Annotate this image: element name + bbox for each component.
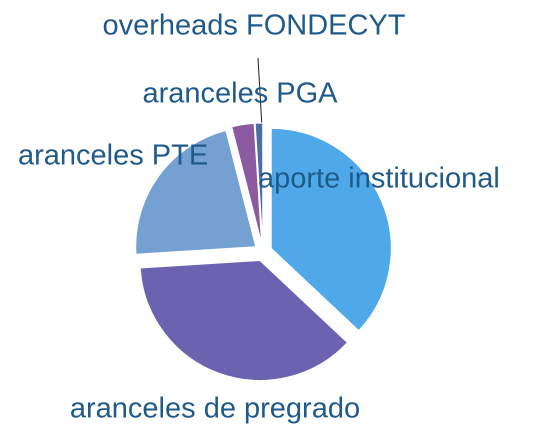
leader-line [257, 57, 263, 129]
pie-slice [254, 122, 264, 244]
pie-slice [135, 129, 257, 255]
slice-label: aranceles PTE [18, 140, 208, 172]
slice-label: aranceles de pregrado [70, 393, 360, 425]
pie-slice [231, 122, 263, 244]
pie-slice [270, 127, 392, 332]
pie-slice [139, 259, 349, 381]
slice-label: aranceles PGA [142, 78, 338, 110]
slice-label: overheads FONDECYT [103, 10, 406, 42]
slice-label: aporte institucional [258, 163, 500, 195]
